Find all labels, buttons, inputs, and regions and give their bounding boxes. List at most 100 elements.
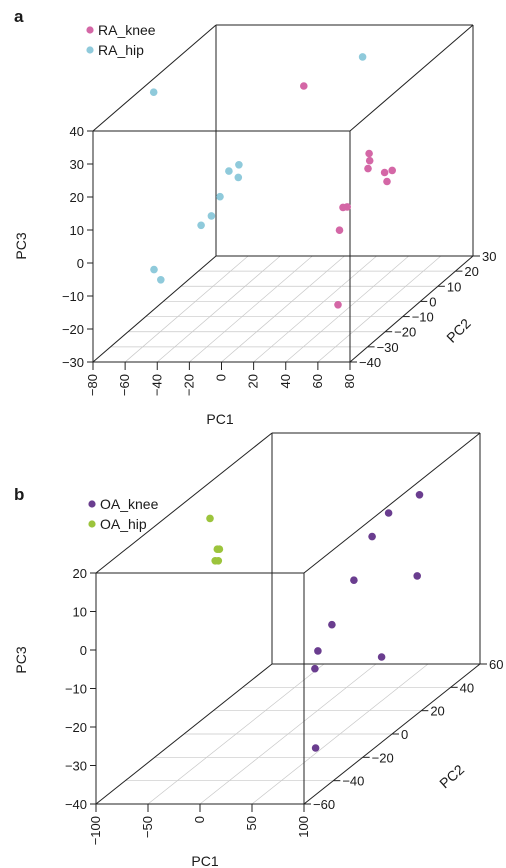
z-tick-label: −30 <box>62 355 84 370</box>
x-tick-label: −60 <box>117 374 132 396</box>
axis-box-edge <box>349 24 474 132</box>
data-point <box>314 647 322 655</box>
y-tick-label: −10 <box>412 310 434 325</box>
panel-label: a <box>14 7 24 26</box>
floor-grid-line <box>189 255 313 363</box>
x-tick-label: −20 <box>181 374 196 396</box>
x-tick-label: 0 <box>192 816 207 823</box>
z-tick-label: 10 <box>73 605 87 620</box>
y-axis-label: PC2 <box>443 315 474 346</box>
floor-grid-line <box>124 255 249 363</box>
legend-marker <box>88 520 96 528</box>
data-point <box>216 192 224 201</box>
data-point <box>377 653 386 661</box>
data-point <box>328 620 336 629</box>
axis-box-edge <box>92 24 217 132</box>
legend-marker <box>86 46 94 54</box>
x-tick-label: 0 <box>214 374 229 381</box>
z-tick-label: 0 <box>80 643 87 658</box>
x-tick-label: −80 <box>85 374 100 396</box>
y-tick-label: 40 <box>460 680 474 695</box>
x-axis-label: PC1 <box>206 411 233 427</box>
data-point <box>335 226 344 234</box>
z-tick-label: −10 <box>65 682 87 697</box>
y-axis-label: PC2 <box>436 761 467 791</box>
data-point <box>364 164 372 173</box>
data-point <box>365 156 374 165</box>
data-point <box>350 576 358 584</box>
panel-b: −100 −50 0 50 100−60−40−200204060−40−30−20−1… <box>13 432 503 868</box>
data-point <box>384 509 393 517</box>
y-tick-label: 20 <box>430 704 444 719</box>
z-tick-label: 20 <box>73 566 87 581</box>
x-tick-label: 50 <box>244 816 259 830</box>
data-point <box>413 572 422 580</box>
data-point <box>207 212 216 220</box>
y-tick-label: 20 <box>464 264 478 279</box>
floor-grid-line <box>285 255 409 363</box>
axis-box-edge <box>349 255 474 363</box>
floor-grid-line <box>317 255 442 363</box>
data-point <box>197 221 205 230</box>
data-point <box>225 167 233 175</box>
z-tick-label: 20 <box>70 190 84 205</box>
legend-entry: OA_hip <box>100 516 147 532</box>
data-point <box>214 557 223 565</box>
data-point <box>150 265 158 274</box>
data-point <box>339 203 347 212</box>
z-axis-label: PC3 <box>13 232 29 259</box>
z-tick-label: −30 <box>65 759 87 774</box>
panel-a: −80 −60 −40 −20 0 20 40 60 80−40−30−20−100102030… <box>13 7 496 427</box>
z-tick-label: −20 <box>65 720 87 735</box>
z-axis-label: PC3 <box>13 646 29 673</box>
axis-box-edge <box>92 255 217 363</box>
data-point <box>358 53 367 61</box>
y-tick-label: −20 <box>372 750 394 765</box>
z-tick-label: −10 <box>62 289 84 304</box>
z-tick-label: −40 <box>65 797 87 812</box>
y-tick-label: 0 <box>429 294 436 309</box>
data-point <box>380 168 389 177</box>
legend-marker <box>86 26 94 34</box>
data-point <box>234 173 243 182</box>
x-tick-label: 40 <box>278 374 293 388</box>
z-tick-label: 0 <box>77 256 84 271</box>
x-tick-label: −100 <box>88 816 103 845</box>
axis-box-edge <box>95 663 273 805</box>
data-point <box>365 149 373 158</box>
x-tick-label: 60 <box>310 374 325 388</box>
data-point <box>383 177 391 186</box>
axis-box-edge <box>95 432 273 574</box>
z-tick-label: 40 <box>70 124 84 139</box>
legend-entry: RA_hip <box>98 42 144 58</box>
data-point <box>149 88 158 96</box>
axis-box-edge <box>303 432 481 574</box>
y-tick-label: −30 <box>377 340 399 355</box>
data-point <box>300 82 308 90</box>
data-point <box>206 514 214 523</box>
data-point <box>215 545 224 553</box>
x-axis-label: PC1 <box>191 853 218 868</box>
y-tick-label: 30 <box>482 249 496 264</box>
z-tick-label: 10 <box>70 223 84 238</box>
data-point <box>311 664 319 673</box>
x-tick-label: −40 <box>149 374 164 396</box>
x-tick-label: 80 <box>342 374 357 388</box>
y-tick-label: 10 <box>447 279 461 294</box>
y-tick-label: 0 <box>401 727 408 742</box>
x-tick-label: 100 <box>296 816 311 838</box>
data-point <box>415 491 424 499</box>
data-point <box>311 744 320 752</box>
floor-grid-line <box>253 255 377 363</box>
data-point <box>334 301 342 309</box>
x-tick-label: 20 <box>246 374 261 388</box>
data-point <box>235 161 243 169</box>
legend-entry: OA_knee <box>100 496 159 512</box>
y-tick-label: −40 <box>342 774 364 789</box>
legend-entry: RA_knee <box>98 22 156 38</box>
floor-grid-line <box>221 255 345 363</box>
y-tick-label: −40 <box>359 355 381 370</box>
data-point <box>157 276 165 284</box>
y-tick-label: 60 <box>489 657 503 672</box>
